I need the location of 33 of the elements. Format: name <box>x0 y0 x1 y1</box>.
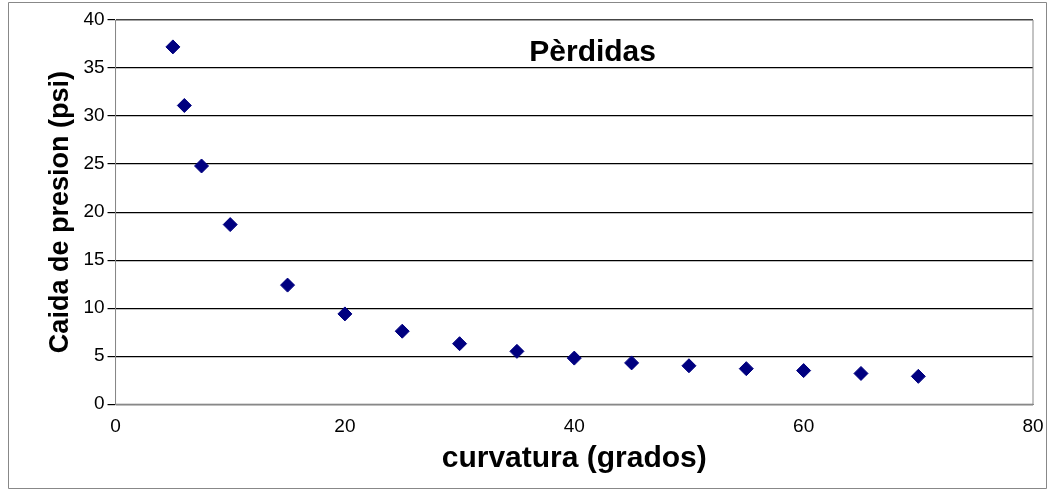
y-tick-label: 30 <box>83 104 105 126</box>
point <box>165 39 181 55</box>
point <box>624 355 640 371</box>
point <box>681 358 697 374</box>
point <box>280 277 296 293</box>
x-tick-label: 20 <box>334 414 356 436</box>
y-tick-label: 15 <box>83 248 105 270</box>
y-tick-label: 25 <box>83 152 105 174</box>
x-axis-title: curvatura (grados) <box>441 440 707 474</box>
x-tick-label: 80 <box>1022 414 1044 436</box>
y-tick-label: 35 <box>83 56 105 78</box>
x-tick-label: 60 <box>793 414 815 436</box>
point <box>394 323 410 339</box>
point <box>194 158 210 174</box>
y-tick-label: 40 <box>83 8 105 30</box>
point <box>796 363 812 379</box>
y-axis-title: Caida de presion (psi) <box>43 71 74 354</box>
y-tick-label: 20 <box>83 200 105 222</box>
x-tick-label: 0 <box>110 414 121 436</box>
y-tick-label: 5 <box>93 344 105 366</box>
y-tick-label: 0 <box>93 392 105 414</box>
point <box>509 343 525 359</box>
point <box>176 97 192 113</box>
point <box>222 217 238 233</box>
point <box>337 306 353 322</box>
point <box>452 336 468 352</box>
point <box>853 365 869 381</box>
text: Pèrdidas <box>529 34 656 68</box>
point <box>910 368 926 384</box>
point <box>566 350 582 366</box>
x-tick-label: 40 <box>563 414 585 436</box>
y-tick-label: 10 <box>83 296 105 318</box>
point <box>738 361 754 377</box>
